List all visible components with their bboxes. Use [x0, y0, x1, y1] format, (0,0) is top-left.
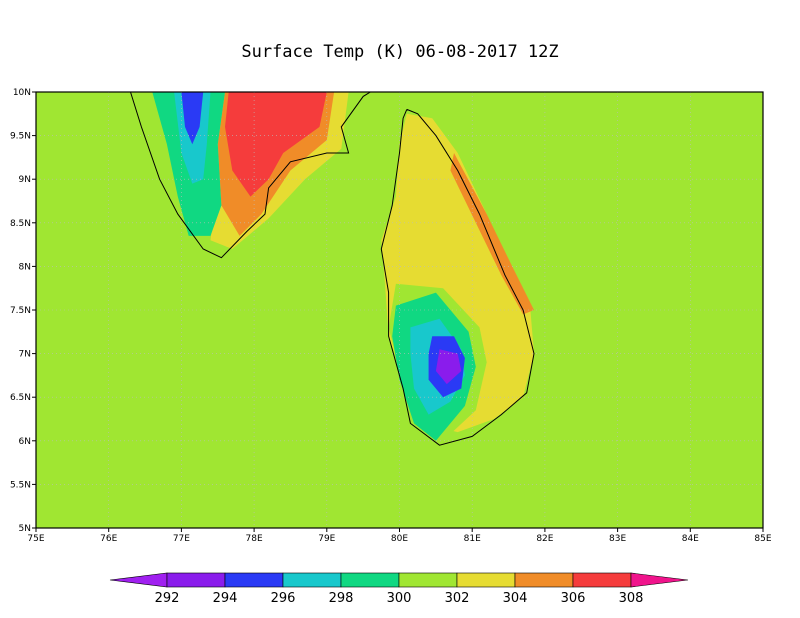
y-tick-label: 5N: [19, 524, 31, 534]
colorbar-label: 304: [503, 591, 528, 606]
y-tick-label: 7N: [19, 350, 31, 360]
y-tick-label: 8N: [19, 262, 31, 272]
colorbar-arrow-low: [109, 572, 168, 588]
y-tick-label: 9.5N: [10, 132, 31, 142]
field-india-307: [225, 92, 327, 197]
y-tick-label: 8.5N: [10, 219, 31, 229]
y-tick-label: 9N: [19, 175, 31, 185]
x-tick-label: 81E: [464, 534, 481, 544]
colorbar-label: 300: [387, 591, 412, 606]
colorbar-segment: [398, 572, 458, 588]
colorbar-label: 296: [271, 591, 296, 606]
colorbar-segment: [456, 572, 516, 588]
y-tick-label: 7.5N: [10, 306, 31, 316]
field-lanka-293: [435, 349, 462, 385]
x-tick-label: 83E: [609, 534, 626, 544]
x-tick-label: 85E: [754, 534, 771, 544]
colorbar: 292 294 296 298 300 302 304 306 308: [109, 572, 689, 606]
field-lanka-305: [450, 153, 534, 315]
colorbar-label: 298: [329, 591, 354, 606]
y-axis-ticks: 5N 5.5N 6N 6.5N 7N 7.5N 8N 8.5N 9N 9.5N 10N: [10, 88, 36, 534]
colorbar-segment: [572, 572, 632, 588]
colorbar-label: 302: [445, 591, 470, 606]
x-tick-label: 75E: [27, 534, 44, 544]
field-india-295: [181, 92, 204, 145]
x-axis-ticks: 75E 76E 77E 78E 79E 80E 81E 82E 83E 84E 85E: [27, 528, 772, 544]
y-tick-label: 6N: [19, 437, 31, 447]
x-tick-label: 76E: [100, 534, 117, 544]
x-tick-label: 82E: [536, 534, 553, 544]
y-tick-label: 6.5N: [10, 393, 31, 403]
map-title: Surface Temp (K) 06-08-2017 12Z: [241, 42, 559, 62]
colorbar-segment: [166, 572, 226, 588]
y-tick-label: 5.5N: [10, 480, 31, 490]
colorbar-segment: [514, 572, 574, 588]
colorbar-label: 306: [561, 591, 586, 606]
temperature-fields: [36, 92, 763, 528]
colorbar-segment: [282, 572, 342, 588]
x-tick-label: 79E: [318, 534, 335, 544]
coast-india: [130, 92, 371, 259]
coastlines: [130, 92, 535, 446]
x-tick-label: 84E: [682, 534, 699, 544]
colorbar-segment: [340, 572, 400, 588]
x-tick-label: 80E: [391, 534, 408, 544]
x-tick-label: 77E: [173, 534, 190, 544]
colorbar-segment: [224, 572, 284, 588]
colorbar-label: 308: [619, 591, 644, 606]
colorbar-arrow-high: [630, 572, 689, 588]
coast-sri-lanka: [380, 108, 535, 446]
colorbar-label: 294: [213, 591, 238, 606]
colorbar-label: 292: [155, 591, 180, 606]
y-tick-label: 10N: [13, 88, 31, 98]
grid-lines: [36, 92, 763, 528]
x-tick-label: 78E: [246, 534, 263, 544]
